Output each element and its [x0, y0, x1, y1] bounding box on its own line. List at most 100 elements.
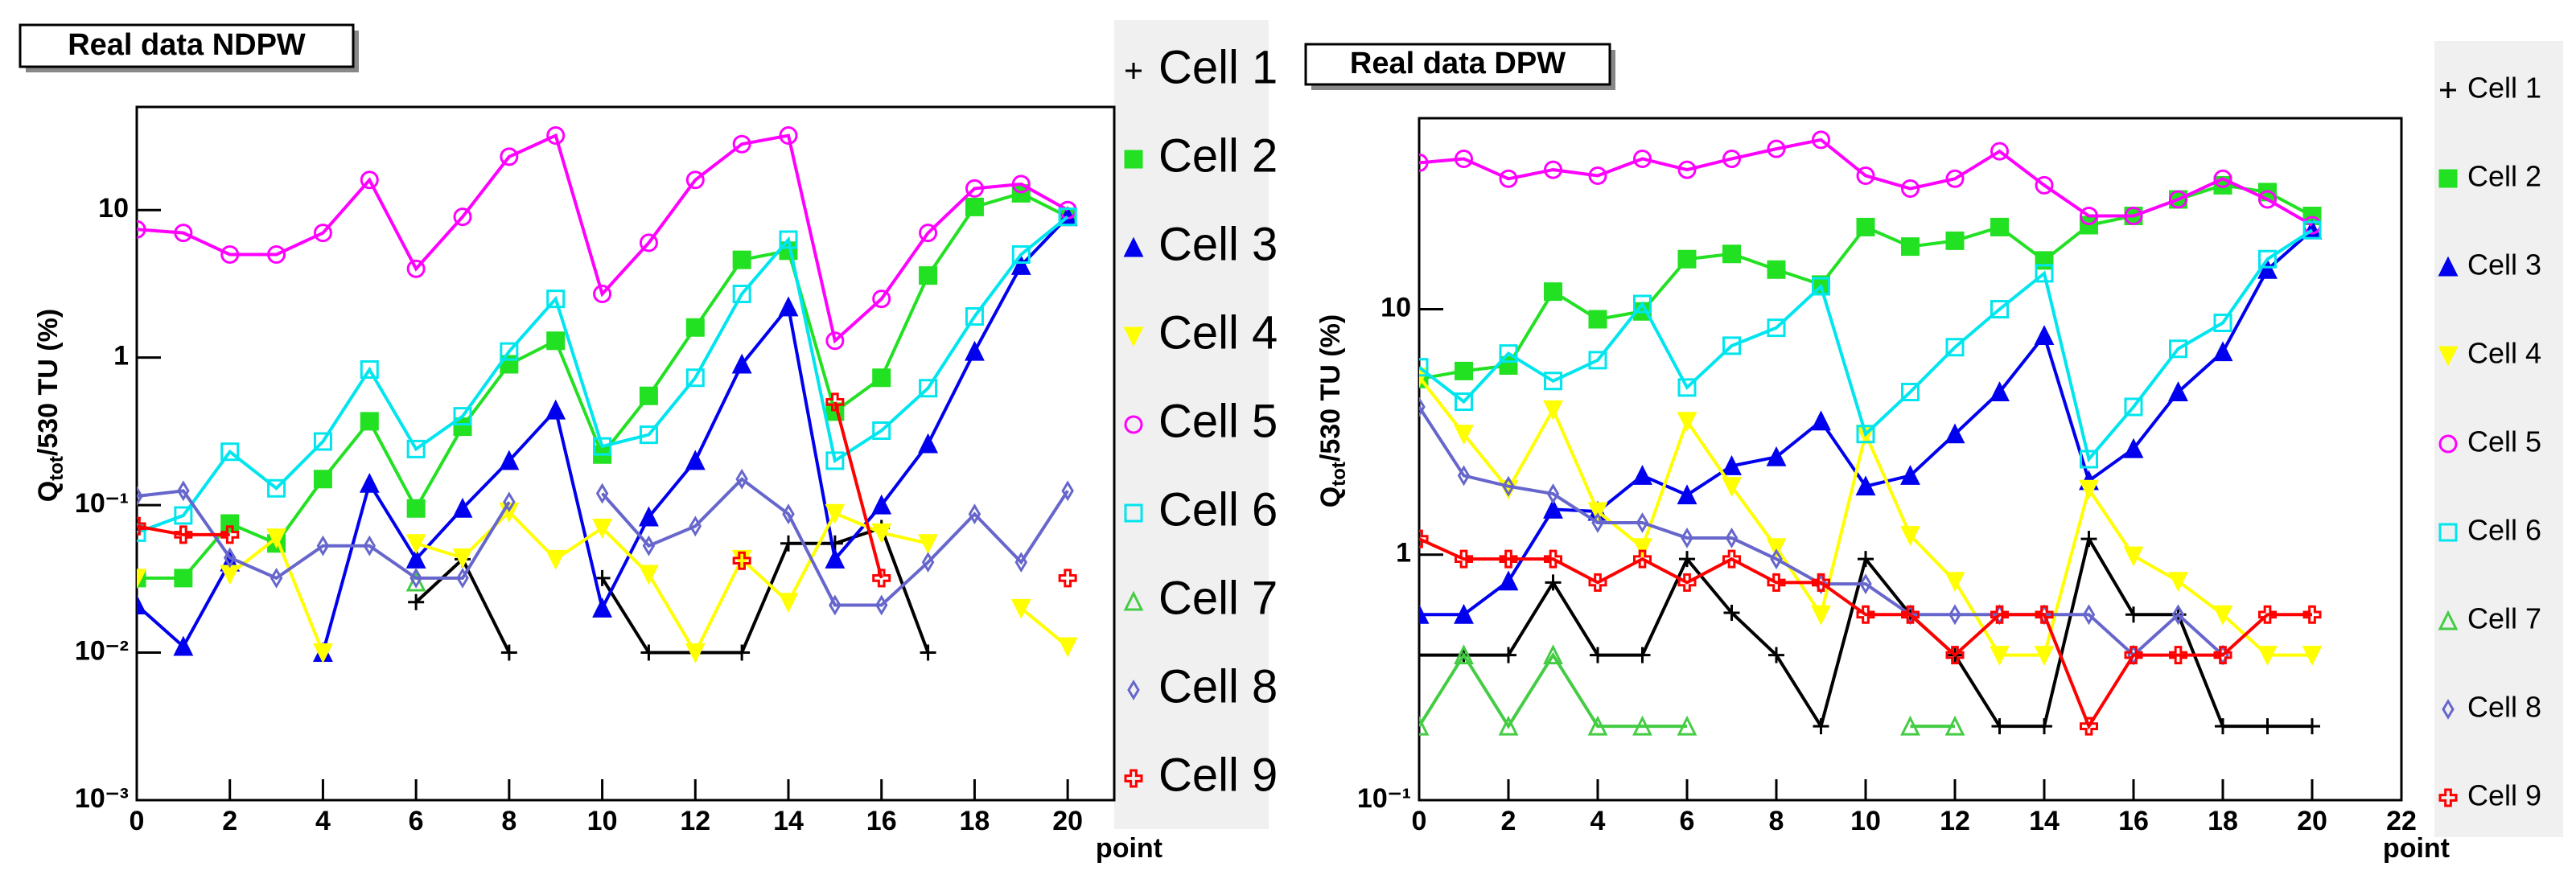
x-tick-label: 0: [130, 806, 145, 836]
marker: [1722, 477, 1742, 498]
marker: [1811, 605, 1831, 626]
legend-label: Cell 5: [1158, 395, 1278, 447]
x-tick-label: 10: [587, 806, 618, 836]
marker: [2302, 605, 2322, 624]
marker: [1677, 715, 1697, 736]
marker: [735, 468, 748, 490]
x-tick-label: 2: [1501, 806, 1516, 836]
marker: [1766, 446, 1787, 466]
series-line: [137, 133, 1069, 344]
marker: [313, 224, 332, 243]
marker: [1419, 715, 1430, 736]
marker: [1632, 715, 1652, 736]
marker: [1945, 169, 1965, 188]
marker: [593, 285, 612, 304]
marker: [2168, 572, 2188, 593]
marker: [1058, 207, 1077, 227]
marker: [1011, 244, 1031, 264]
marker: [406, 259, 426, 278]
legend-label: Cell 8: [1158, 660, 1278, 712]
marker: [871, 523, 892, 544]
marker: [1945, 646, 1965, 665]
marker: [782, 503, 795, 525]
marker: [685, 368, 705, 388]
marker: [1767, 139, 1786, 158]
marker: [1900, 715, 1920, 736]
marker: [2438, 610, 2459, 630]
series: [1419, 531, 2320, 735]
marker: [685, 450, 706, 470]
marker: [1767, 260, 1786, 279]
marker: [685, 643, 706, 663]
legend-label: Cell 5: [2467, 425, 2541, 458]
marker: [1856, 605, 1875, 624]
marker: [592, 597, 612, 618]
marker: [1454, 425, 1474, 446]
marker: [1419, 153, 1429, 172]
marker: [313, 470, 332, 489]
marker: [2035, 175, 2054, 195]
marker: [965, 340, 985, 361]
x-tick-label: 8: [1769, 806, 1784, 836]
marker: [592, 519, 612, 539]
marker: [920, 644, 936, 661]
x-tick-label: 2: [222, 806, 237, 836]
marker: [921, 552, 935, 573]
marker: [778, 296, 799, 317]
marker: [2302, 220, 2322, 240]
marker: [874, 594, 888, 616]
marker: [2124, 206, 2143, 225]
x-tick-label: 18: [960, 806, 990, 836]
marker: [503, 491, 516, 513]
marker: [1419, 603, 1430, 624]
marker: [1588, 166, 1607, 185]
marker: [500, 147, 519, 166]
x-tick-label: 4: [315, 806, 331, 836]
marker: [1990, 381, 2010, 401]
x-axis-label: point: [2383, 833, 2450, 864]
marker: [871, 494, 892, 515]
marker: [1544, 372, 1562, 391]
marker: [267, 244, 286, 264]
marker: [137, 569, 147, 589]
marker: [174, 569, 193, 588]
marker: [872, 569, 891, 588]
marker: [968, 503, 981, 525]
marker: [174, 506, 193, 525]
chart-title: Real data NDPW: [68, 28, 306, 62]
marker: [1859, 573, 1872, 595]
marker: [1633, 549, 1652, 569]
marker: [405, 534, 426, 555]
marker: [2171, 604, 2185, 626]
marker: [639, 425, 658, 445]
marker: [2302, 646, 2323, 666]
marker: [1991, 718, 2008, 735]
marker: [1856, 166, 1875, 185]
legend-label: Cell 4: [1158, 306, 1278, 359]
marker: [2169, 339, 2187, 359]
marker: [2123, 437, 2144, 458]
marker: [1725, 528, 1739, 548]
marker: [2213, 313, 2232, 332]
y-tick-label: 10: [1381, 293, 1411, 323]
marker: [732, 250, 751, 269]
marker: [1812, 130, 1830, 150]
marker: [1127, 680, 1140, 700]
marker: [1499, 549, 1518, 569]
series: [1419, 220, 2322, 469]
marker: [1502, 475, 1515, 497]
x-tick-label: 22: [2386, 806, 2417, 836]
marker: [1723, 604, 1740, 621]
marker: [1419, 529, 1429, 548]
marker: [965, 179, 984, 198]
marker: [1588, 310, 1607, 329]
y-axis-label: Qtot/530 TU (%): [33, 309, 68, 502]
marker: [825, 331, 845, 351]
series: [137, 207, 1077, 542]
marker: [223, 547, 237, 569]
plot-frame: [135, 105, 1116, 802]
marker: [779, 126, 798, 146]
marker: [1123, 236, 1144, 257]
marker: [1587, 715, 1608, 736]
marker: [1419, 358, 1429, 377]
